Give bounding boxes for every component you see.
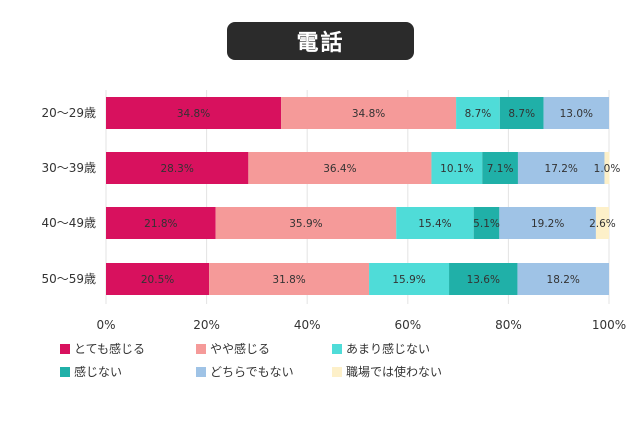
- data-label: 17.2%: [545, 163, 578, 175]
- bar-segment: [248, 152, 432, 184]
- data-label: 34.8%: [352, 108, 385, 120]
- x-tick-label: 40%: [294, 318, 321, 332]
- legend-item: やや感じる: [196, 340, 332, 357]
- data-label: 7.1%: [487, 163, 514, 175]
- data-label: 28.3%: [160, 163, 193, 175]
- data-label: 31.8%: [272, 274, 305, 286]
- x-tick-label: 60%: [394, 318, 421, 332]
- data-label: 1.0%: [594, 163, 621, 175]
- data-label: 36.4%: [323, 163, 356, 175]
- bar-segment: [106, 263, 210, 295]
- legend-label: とても感じる: [74, 342, 146, 356]
- data-label: 13.0%: [560, 108, 593, 120]
- data-label: 35.9%: [289, 218, 322, 230]
- data-label: 2.6%: [589, 218, 616, 230]
- bar-segment: [396, 207, 474, 239]
- legend-label: 職場では使わない: [346, 365, 443, 379]
- bar-segment: [106, 97, 282, 129]
- data-label: 15.9%: [392, 274, 425, 286]
- data-label: 8.7%: [508, 108, 535, 120]
- category-label: 40〜49歳: [41, 216, 96, 230]
- data-label: 19.2%: [531, 218, 564, 230]
- legend-item: 感じない: [60, 363, 196, 380]
- bar-segment: [517, 152, 605, 184]
- bar-segment: [431, 152, 483, 184]
- data-label: 15.4%: [418, 218, 451, 230]
- bars: [106, 97, 610, 295]
- bar-segment: [473, 207, 500, 239]
- bar-segment: [449, 263, 518, 295]
- x-tick-label: 20%: [193, 318, 220, 332]
- category-label: 30〜39歳: [41, 161, 96, 175]
- bar-segment: [281, 97, 457, 129]
- x-tick-label: 80%: [495, 318, 522, 332]
- x-tick-label: 0%: [96, 318, 115, 332]
- x-tick-label: 100%: [592, 318, 626, 332]
- bar-segment: [369, 263, 450, 295]
- bar-segment: [456, 97, 500, 129]
- bar-segment: [499, 207, 596, 239]
- data-label: 8.7%: [465, 108, 492, 120]
- legend-swatch: [60, 366, 70, 377]
- bar-segment: [209, 263, 370, 295]
- legend-item: とても感じる: [60, 340, 196, 357]
- data-label: 5.1%: [473, 218, 500, 230]
- data-label: 18.2%: [547, 274, 580, 286]
- legend-swatch: [332, 343, 342, 354]
- legend-label: やや感じる: [210, 342, 271, 356]
- bar-segment: [215, 207, 397, 239]
- data-label: 34.8%: [177, 108, 210, 120]
- legend-swatch: [332, 366, 342, 377]
- bar-segment: [595, 207, 609, 239]
- bar-segment: [106, 207, 216, 239]
- data-label: 10.1%: [440, 163, 473, 175]
- legend-swatch: [196, 343, 206, 354]
- legend: とても感じる やや感じる あまり感じない感じない どちらでもない 職場では使わない: [60, 340, 620, 380]
- axis-labels: 0% 20% 40% 60% 80% 100% 20〜29歳 30〜39歳 40〜49歳 50〜5…: [41, 106, 626, 332]
- bar-segment: [106, 152, 249, 184]
- data-label: 21.8%: [144, 218, 177, 230]
- legend-swatch: [196, 366, 206, 377]
- data-label: 20.5%: [141, 274, 174, 286]
- legend-label: 感じない: [74, 365, 123, 379]
- bar-segment: [543, 97, 609, 129]
- legend-item: あまり感じない: [332, 340, 468, 357]
- legend-label: あまり感じない: [346, 342, 431, 356]
- data-label: 13.6%: [467, 274, 500, 286]
- legend-label: どちらでもない: [210, 365, 294, 379]
- legend-item: 職場では使わない: [332, 363, 468, 380]
- bar-segment: [604, 152, 610, 184]
- bar-segment: [499, 97, 544, 129]
- category-label: 20〜29歳: [41, 106, 96, 120]
- legend-swatch: [60, 343, 70, 354]
- bar-segment: [517, 263, 609, 295]
- category-label: 50〜59歳: [41, 272, 96, 286]
- chart-title: 電話: [227, 22, 414, 60]
- bar-segment: [482, 152, 518, 184]
- stacked-bar-chart: 34.8% 34.8% 8.7% 8.7% 13.0% 28.3% 36.4% 10.1% 7.…: [41, 90, 626, 332]
- value-labels: 34.8% 34.8% 8.7% 8.7% 13.0% 28.3% 36.4% 10.1% 7.…: [141, 108, 620, 286]
- legend-item: どちらでもない: [196, 363, 332, 380]
